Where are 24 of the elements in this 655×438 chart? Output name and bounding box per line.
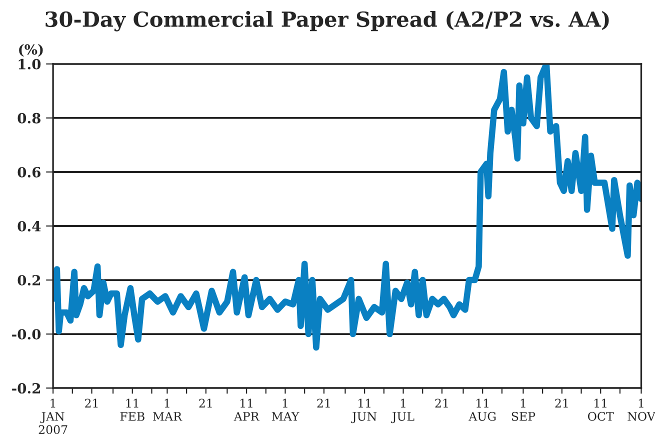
y-tick-label: 0.8 <box>18 112 41 124</box>
y-tick-label: 1.0 <box>18 58 41 70</box>
x-tick-label: 11 APR <box>234 398 260 421</box>
x-tick-label: 1 MAR <box>153 398 182 421</box>
x-tick-label: 1 JUL <box>391 398 414 424</box>
y-axis-title: (%) <box>19 44 43 57</box>
x-tick-label: 11 FEB <box>120 398 144 421</box>
x-tick-label: 11 AUG <box>468 398 496 421</box>
x-tick-label: 1 JAN 2007 <box>38 398 68 434</box>
x-tick-label: 21 <box>199 398 212 408</box>
y-tick-label: -0.0 <box>12 329 41 340</box>
x-tick-label: 11 JUN <box>351 398 377 424</box>
y-tick-label: 0.4 <box>18 220 41 232</box>
chart-title: 30-Day Commercial Paper Spread (A2/P2 vs. AA) <box>46 10 609 32</box>
x-tick-label: 21 <box>435 398 448 408</box>
x-tick-label: 1 SEP <box>512 398 536 421</box>
x-tick-label: 1 MAY <box>272 398 300 421</box>
y-tick-label: -0.2 <box>12 383 40 394</box>
x-tick-label: 21 <box>317 398 330 408</box>
y-tick-label: 0.6 <box>18 166 41 178</box>
x-tick-label: 21 <box>85 398 98 408</box>
x-tick-label: 21 <box>555 398 568 408</box>
x-tick-label: 11 OCT <box>588 398 614 421</box>
y-tick-label: 0.2 <box>18 274 40 286</box>
